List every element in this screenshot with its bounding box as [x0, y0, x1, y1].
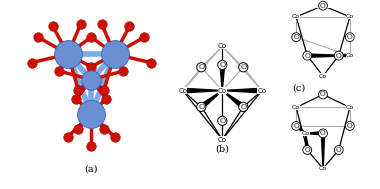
Text: Co: Co	[301, 131, 310, 136]
Text: O: O	[304, 52, 310, 60]
Text: O: O	[293, 122, 299, 130]
Text: O: O	[336, 146, 342, 154]
Text: O: O	[320, 91, 326, 98]
Text: Co: Co	[292, 14, 300, 19]
Text: Co: Co	[218, 136, 227, 143]
Text: O: O	[347, 33, 353, 41]
Text: (c): (c)	[293, 83, 306, 92]
Text: Co: Co	[292, 105, 300, 110]
Text: Co: Co	[319, 74, 327, 78]
Polygon shape	[306, 132, 323, 135]
Text: O: O	[219, 117, 225, 125]
Text: O: O	[240, 103, 246, 111]
Text: Co: Co	[218, 43, 227, 49]
Polygon shape	[200, 91, 222, 109]
Text: Co: Co	[346, 14, 354, 19]
Polygon shape	[295, 125, 306, 133]
Text: O: O	[320, 129, 326, 137]
Text: Co: Co	[346, 53, 354, 58]
Text: Co: Co	[257, 88, 266, 94]
Polygon shape	[307, 54, 350, 57]
Text: Co: Co	[319, 166, 327, 171]
Text: O: O	[304, 146, 310, 154]
Text: Co: Co	[346, 105, 354, 110]
Text: O: O	[198, 63, 204, 71]
Text: (a): (a)	[84, 164, 98, 173]
Polygon shape	[222, 88, 262, 93]
Text: (b): (b)	[215, 145, 229, 153]
Polygon shape	[183, 88, 222, 93]
Text: O: O	[293, 33, 299, 41]
Text: O: O	[219, 61, 225, 69]
Text: Co: Co	[218, 88, 227, 94]
Text: O: O	[198, 103, 204, 111]
Text: O: O	[347, 122, 353, 130]
Polygon shape	[220, 65, 225, 91]
Text: O: O	[240, 63, 246, 71]
Text: O: O	[320, 2, 326, 10]
Polygon shape	[321, 133, 325, 168]
Text: Co: Co	[178, 88, 187, 94]
Polygon shape	[222, 91, 245, 109]
Polygon shape	[339, 54, 350, 57]
Polygon shape	[306, 133, 309, 150]
Text: O: O	[336, 52, 342, 60]
